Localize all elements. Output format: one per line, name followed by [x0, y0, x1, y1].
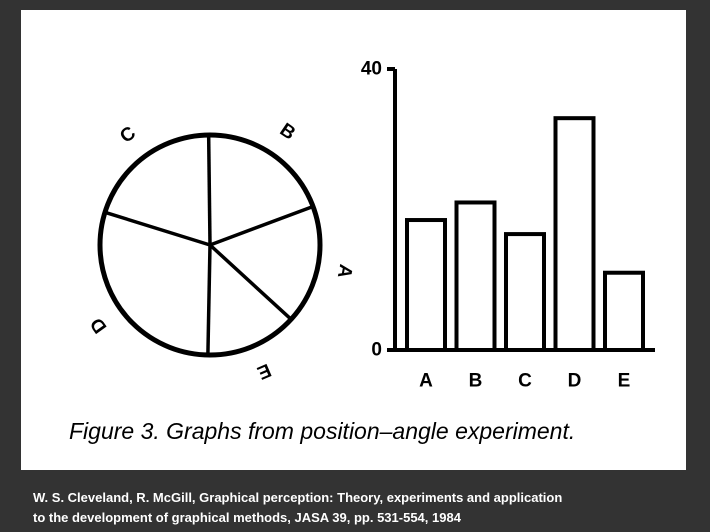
pie-slice-edge-e [208, 243, 293, 321]
citation-line-1: W. S. Cleveland, R. McGill, Graphical pe… [33, 490, 563, 505]
pie-chart: A E D C B [86, 119, 356, 383]
bar-b [454, 200, 497, 352]
bar-chart: 40 0 A B C D E [361, 59, 655, 392]
pie-slice-edge-b [206, 134, 212, 246]
pie-slice-edge-c [104, 210, 211, 247]
bar-y-tick-label: 40 [361, 59, 382, 80]
pie-slice-edge-a [209, 204, 314, 247]
pie-label-a: A [333, 262, 356, 280]
pie-label-d: D [86, 313, 111, 336]
bar-x-label-e: E [618, 371, 631, 392]
pie-label-b: B [276, 119, 299, 144]
bar-x-label-b: B [469, 371, 483, 392]
bar-x-label-a: A [419, 371, 433, 392]
bar-x-label-c: C [518, 371, 532, 392]
bar-x-label-d: D [568, 371, 582, 392]
figure-panel: A E D C B 40 0 A B C D E Figure 3. Graphs from pos… [21, 10, 686, 470]
bar-a [405, 218, 447, 352]
citation-line-2: to the development of graphical methods,… [33, 510, 461, 525]
bar-c [504, 232, 546, 352]
bar-y-tick-label: 0 [371, 340, 382, 361]
pie-label-c: C [116, 122, 140, 147]
citation: W. S. Cleveland, R. McGill, Graphical pe… [33, 488, 698, 528]
pie-slice-edge-d [206, 244, 212, 356]
bar-d [553, 116, 596, 352]
figure-caption: Figure 3. Graphs from position–angle exp… [69, 418, 576, 444]
bar-e [603, 270, 645, 353]
figure-graphs: A E D C B 40 0 A B C D E [86, 59, 655, 392]
pie-label-e: E [254, 359, 274, 383]
